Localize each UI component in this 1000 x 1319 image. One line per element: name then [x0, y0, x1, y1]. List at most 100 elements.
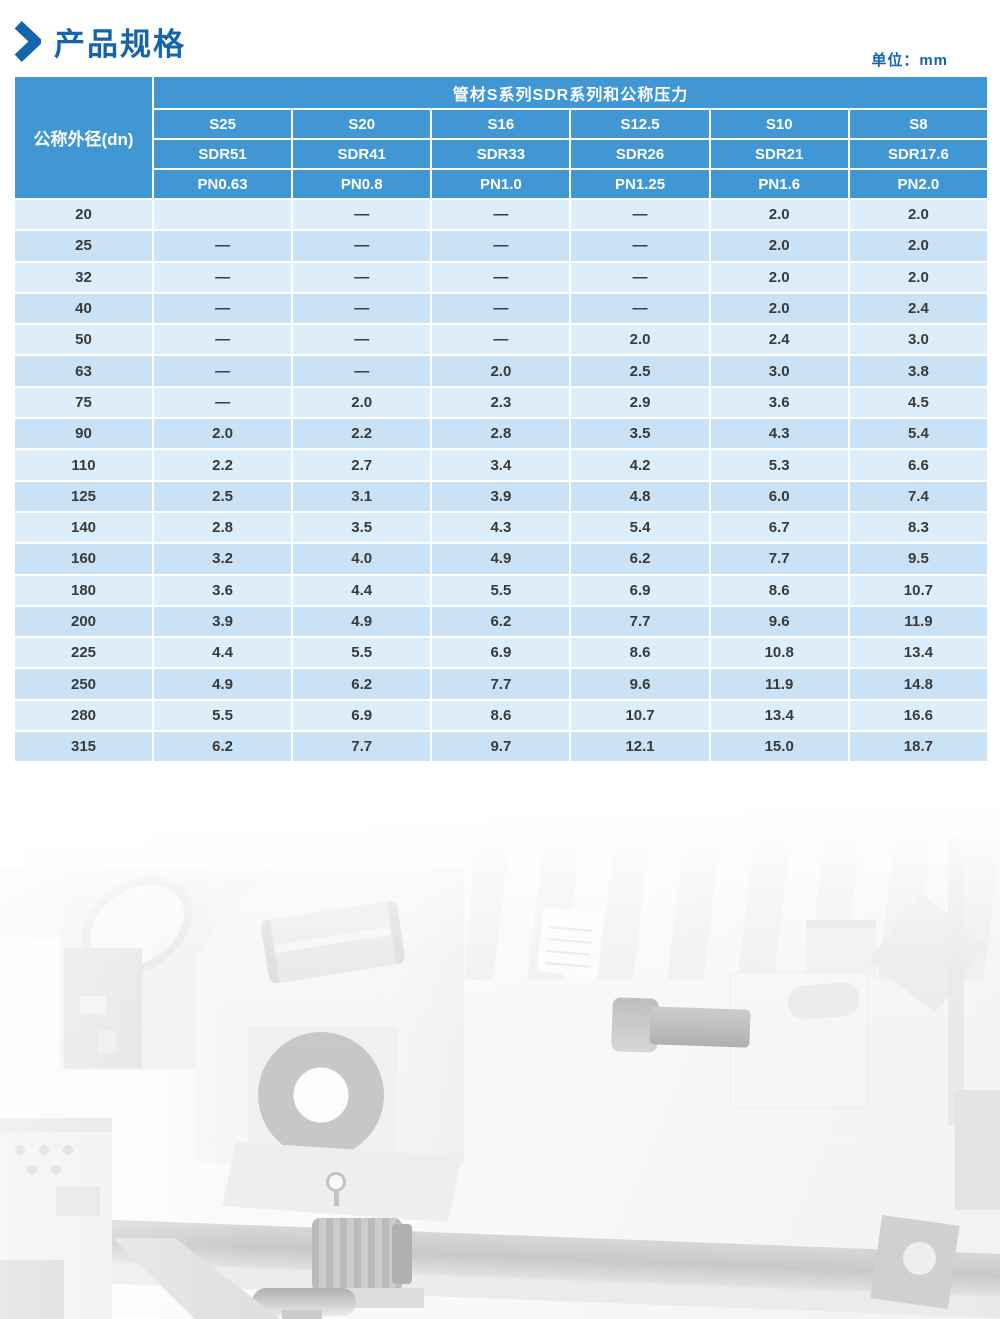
table-row: 25— — — —2.0 2.0 [15, 231, 987, 261]
value-cell: 2.3 [432, 387, 570, 418]
value-cell: 3.2 [154, 544, 292, 574]
value-cell: 2.0 [432, 356, 570, 386]
table-row: 125 2.5 3.1 3.9 4.8 6.0 7.4 [15, 481, 987, 511]
value-cell: — [432, 262, 570, 292]
value-cell: 4.3 [710, 419, 848, 449]
value-cell: 2.5 [571, 356, 709, 386]
value-cell: 8.6 [571, 638, 709, 668]
value-cell: — [293, 293, 431, 324]
table-row: 315 6.2 7.7 9.7 12.1 15.0 18.7 [15, 732, 987, 762]
value-cell: 5.5 [432, 575, 570, 605]
table-row: 40— — — —2.0 2.4 [15, 293, 987, 324]
value-cell: 10.8 [710, 638, 848, 668]
value-cell: 7.7 [432, 669, 570, 699]
value-cell: 9.6 [571, 669, 709, 699]
value-cell: 7.7 [710, 544, 848, 574]
value-cell: 7.7 [293, 732, 431, 762]
value-cell: 2.0 [710, 262, 848, 292]
value-cell: 5.4 [849, 419, 987, 449]
value-cell: 8.6 [710, 575, 848, 605]
header-sdr-row: SDR51 SDR41 SDR33 SDR26 SDR21 SDR17.6 [15, 140, 987, 168]
value-cell: 9.6 [710, 606, 848, 637]
page-title: 产品规格 [54, 27, 186, 62]
value-cell: 6.2 [571, 544, 709, 574]
value-cell: — [293, 356, 431, 386]
table-row: 160 3.2 4.0 4.9 6.2 7.7 9.5 [15, 544, 987, 574]
table-row: 90 2.0 2.2 2.8 3.5 4.3 5.4 [15, 419, 987, 449]
value-cell: 2.4 [849, 293, 987, 324]
dn-cell: 280 [15, 700, 152, 731]
white-fade-overlay [0, 790, 1000, 1319]
value-cell: — [571, 262, 709, 292]
value-cell: — [432, 293, 570, 324]
value-cell: 2.0 [154, 419, 292, 449]
value-cell: 11.9 [710, 669, 848, 699]
value-cell: 3.5 [571, 419, 709, 449]
dn-cell: 140 [15, 512, 152, 543]
value-cell: — [293, 231, 431, 261]
series-header-cell: S12.5 [571, 110, 709, 138]
value-cell: 13.4 [849, 638, 987, 668]
table-row: 225 4.4 5.5 6.9 8.6 10.8 13.4 [15, 638, 987, 668]
value-cell: 4.8 [571, 481, 709, 511]
value-cell: — [154, 262, 292, 292]
value-cell: — [432, 231, 570, 261]
value-cell: 2.9 [571, 387, 709, 418]
value-cell: 6.7 [710, 512, 848, 543]
value-cell: 3.4 [432, 450, 570, 480]
value-cell: — [154, 293, 292, 324]
value-cell: — [154, 231, 292, 261]
value-cell: — [293, 325, 431, 355]
value-cell: 4.9 [154, 669, 292, 699]
value-cell: 6.0 [710, 481, 848, 511]
spec-table: 公称外径(dn) 管材S系列SDR系列和公称压力 S25 S20 S16 S12.5 S… [13, 75, 989, 763]
value-cell: 4.2 [571, 450, 709, 480]
value-cell: 3.5 [293, 512, 431, 543]
value-cell: 4.4 [154, 638, 292, 668]
value-cell: 2.0 [710, 231, 848, 261]
series-header-cell: S25 [154, 110, 292, 138]
column-group-header-cell: 管材S系列SDR系列和公称压力 [154, 77, 987, 108]
value-cell: — [571, 200, 709, 230]
dn-cell: 160 [15, 544, 152, 574]
sdr-header-cell: SDR26 [571, 140, 709, 168]
value-cell [154, 200, 292, 230]
pn-header-cell: PN1.6 [710, 170, 848, 198]
table-header: 公称外径(dn) 管材S系列SDR系列和公称压力 S25 S20 S16 S12.5 S… [15, 77, 987, 198]
value-cell: 3.0 [849, 325, 987, 355]
section-header: 产品规格 [14, 19, 186, 64]
row-header-cell: 公称外径(dn) [15, 77, 152, 198]
series-header-cell: S20 [293, 110, 431, 138]
value-cell: 4.9 [293, 606, 431, 637]
pn-header-cell: PN2.0 [849, 170, 987, 198]
value-cell: 2.2 [293, 419, 431, 449]
value-cell: 2.7 [293, 450, 431, 480]
value-cell: 3.6 [710, 387, 848, 418]
value-cell: 2.2 [154, 450, 292, 480]
pn-header-cell: PN0.63 [154, 170, 292, 198]
value-cell: 2.0 [849, 231, 987, 261]
value-cell: 2.5 [154, 481, 292, 511]
value-cell: 18.7 [849, 732, 987, 762]
value-cell: 8.6 [432, 700, 570, 731]
dn-cell: 110 [15, 450, 152, 480]
table-row: 250 4.9 6.2 7.7 9.6 11.9 14.8 [15, 669, 987, 699]
series-header-cell: S16 [432, 110, 570, 138]
dn-cell: 40 [15, 293, 152, 324]
dn-cell: 20 [15, 200, 152, 230]
table-row: 63— —2.0 2.5 3.0 3.8 [15, 356, 987, 386]
sdr-header-cell: SDR17.6 [849, 140, 987, 168]
value-cell: — [293, 262, 431, 292]
value-cell: 6.2 [432, 606, 570, 637]
value-cell: 6.2 [293, 669, 431, 699]
dn-cell: 250 [15, 669, 152, 699]
value-cell: 10.7 [849, 575, 987, 605]
value-cell: 6.6 [849, 450, 987, 480]
value-cell: 3.9 [432, 481, 570, 511]
table-row: 110 2.2 2.7 3.4 4.2 5.3 6.6 [15, 450, 987, 480]
value-cell: — [432, 200, 570, 230]
dn-cell: 25 [15, 231, 152, 261]
value-cell: — [154, 387, 292, 418]
pn-header-cell: PN1.0 [432, 170, 570, 198]
